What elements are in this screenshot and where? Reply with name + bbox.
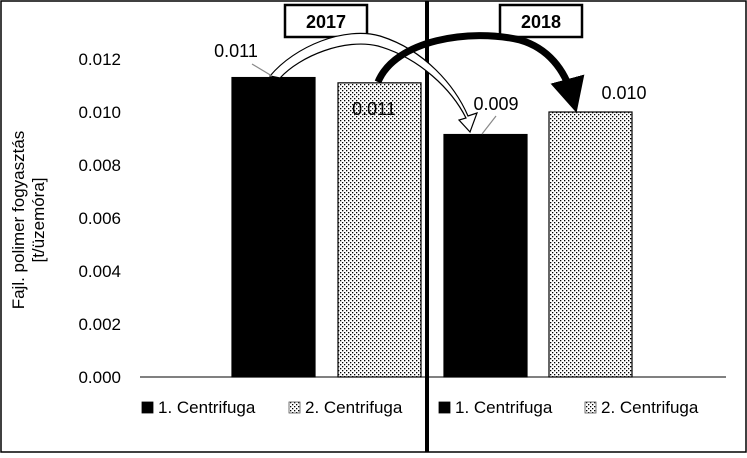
legend-label: 1. Centrifuga [455,398,553,417]
y-tick-label: 0.010 [78,103,121,122]
y-tick-label: 0.008 [78,156,121,175]
data-label: 0.010 [601,83,646,103]
data-label: 0.011 [214,41,258,61]
value-labels: 0.011 0.011 0.009 0.010 [214,41,647,135]
label-leader-line [481,115,497,135]
y-axis-label-line1: Fajl. polimer fogyasztás [9,131,28,310]
y-tick-label: 0.002 [78,315,121,334]
bar-2017-2 [337,82,422,378]
year-box-2018 [498,3,584,39]
legend-label: 1. Centrifuga [158,398,256,417]
solid-arrow [374,32,585,113]
legend-label: 2. Centrifuga [305,398,403,417]
hollow-arrow [268,32,478,134]
data-label: 0.009 [473,94,518,114]
data-label: 0.011 [352,99,396,119]
y-tick-labels: 0.000 0.002 0.004 0.006 0.008 0.010 0.012 [78,50,121,387]
legend-swatch [141,401,154,414]
legend: 1. Centrifuga 2. Centrifuga 1. Centrifuga 2… [141,398,699,417]
y-axis-label-line2: [t/üzemóra] [29,177,48,262]
y-tick-label: 0.000 [78,368,121,387]
legend-swatch [438,401,451,414]
bar-2017-1 [231,76,316,378]
legend-label: 2. Centrifuga [601,398,699,417]
year-box-2017 [283,3,369,39]
bar-2018-1 [443,133,528,378]
bars [231,76,633,378]
legend-swatch [584,401,597,414]
legend-swatch [288,401,301,414]
bar-2018-2 [548,111,633,378]
y-tick-label: 0.004 [78,262,121,281]
y-tick-label: 0.012 [78,50,121,69]
y-tick-label: 0.006 [78,209,121,228]
year-label-2017: 2017 [306,12,346,32]
year-label-2018: 2018 [521,12,561,32]
label-leader-line [251,63,273,77]
